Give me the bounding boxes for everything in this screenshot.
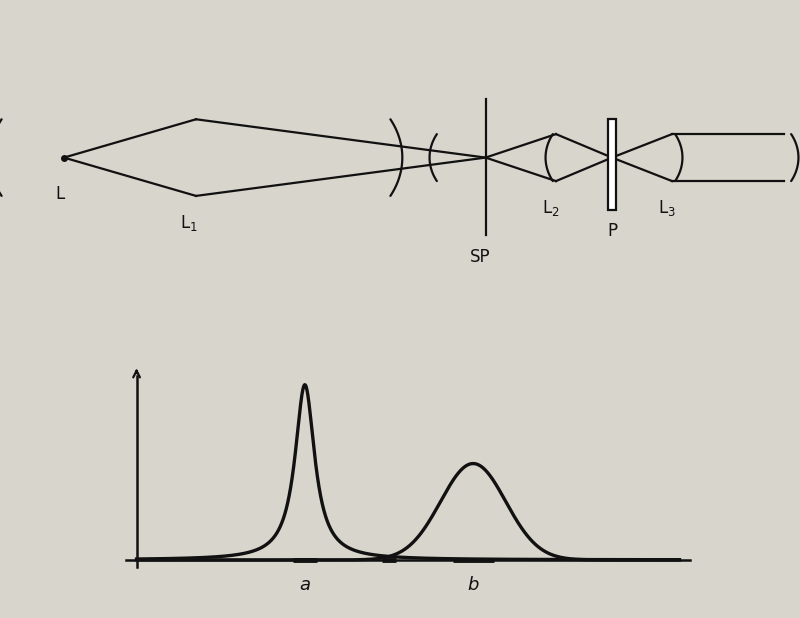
- Text: L: L: [55, 185, 65, 203]
- Text: SP: SP: [470, 248, 490, 266]
- Text: L$_1$: L$_1$: [180, 213, 198, 232]
- Text: b: b: [467, 575, 479, 594]
- Text: L$_2$: L$_2$: [542, 198, 559, 218]
- Text: L$_3$: L$_3$: [658, 198, 676, 218]
- Text: a: a: [299, 575, 310, 594]
- Text: P: P: [607, 222, 617, 240]
- Bar: [608, 119, 616, 210]
